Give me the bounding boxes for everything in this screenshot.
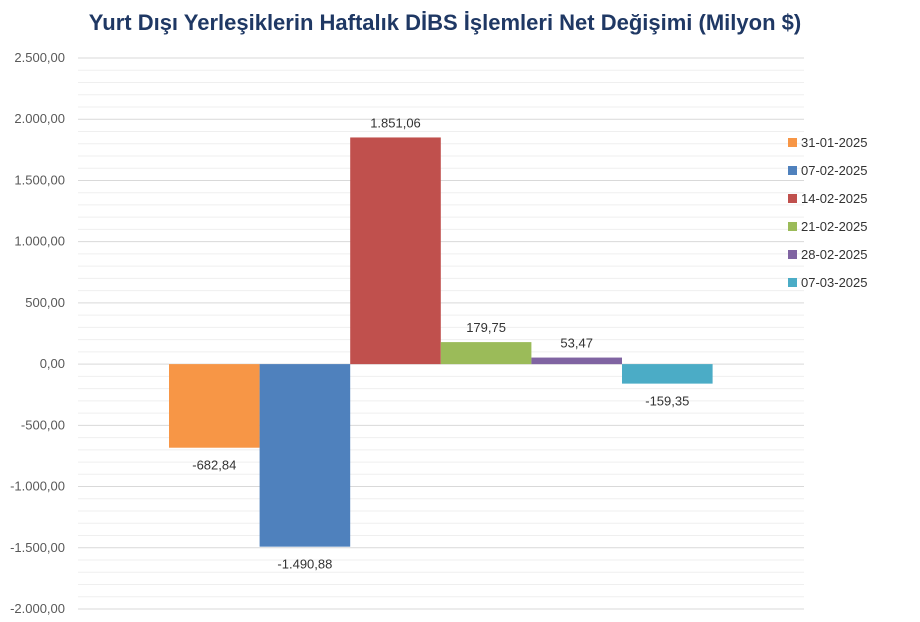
legend-item: 07-03-2025 (788, 268, 868, 296)
data-label: -682,84 (192, 458, 236, 473)
data-label: 179,75 (466, 320, 506, 335)
y-tick-label: -2.000,00 (10, 601, 65, 616)
legend-label: 14-02-2025 (801, 190, 868, 206)
legend-swatch (788, 221, 797, 231)
bar-14-02-2025 (350, 137, 441, 365)
legend-item: 21-02-2025 (788, 212, 868, 240)
legend-label: 28-02-2025 (801, 246, 868, 262)
bar-07-03-2025 (622, 364, 713, 384)
legend-item: 07-02-2025 (788, 156, 868, 184)
chart-title: Yurt Dışı Yerleşiklerin Haftalık DİBS İş… (88, 10, 802, 35)
y-tick-label: -500,00 (21, 417, 65, 432)
y-tick-label: 500,00 (25, 295, 65, 310)
bar-28-02-2025 (531, 357, 622, 365)
bar-07-02-2025 (259, 364, 351, 547)
data-label: 53,47 (560, 336, 593, 351)
data-label: -159,35 (645, 394, 689, 409)
bar-31-01-2025 (169, 364, 260, 448)
legend-swatch (788, 277, 797, 287)
y-tick-label: 0,00 (40, 356, 65, 371)
legend-swatch (788, 249, 797, 259)
legend-item: 14-02-2025 (788, 184, 868, 212)
legend-item: 31-01-2025 (788, 128, 868, 156)
legend-label: 31-01-2025 (801, 134, 868, 150)
legend-label: 07-02-2025 (801, 162, 868, 178)
legend-item: 28-02-2025 (788, 240, 868, 268)
data-label: 1.851,06 (370, 115, 421, 130)
y-tick-label: 1.000,00 (14, 234, 65, 249)
y-tick-label: 2.000,00 (14, 111, 65, 126)
legend-swatch (788, 165, 797, 175)
legend-label: 21-02-2025 (801, 218, 868, 234)
y-tick-label: -1.500,00 (10, 540, 65, 555)
y-tick-label: 2.500,00 (14, 50, 65, 65)
legend-label: 07-03-2025 (801, 274, 868, 290)
legend-swatch (788, 137, 797, 147)
legend-swatch (788, 193, 797, 203)
chart-legend: 31-01-2025 07-02-2025 14-02-2025 21-02-2025… (788, 128, 868, 296)
y-tick-label: -1.000,00 (10, 479, 65, 494)
y-tick-label: 1.500,00 (14, 172, 65, 187)
data-label: -1.490,88 (277, 557, 332, 572)
bar-21-02-2025 (440, 342, 532, 365)
